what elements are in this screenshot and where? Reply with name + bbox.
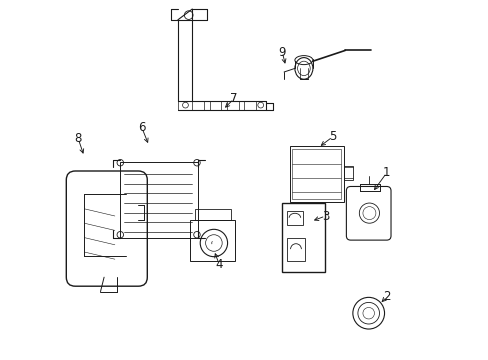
Text: 3: 3 [321,210,328,222]
Text: 6: 6 [138,121,145,134]
Text: 9: 9 [278,46,285,59]
Bar [286,238,305,261]
Bar [292,149,340,199]
Text: 8: 8 [74,132,81,145]
Text: 4: 4 [215,258,223,271]
Bar [120,162,197,238]
Bar [194,209,230,220]
Bar [226,101,238,110]
Text: 1: 1 [382,166,389,179]
Text: 5: 5 [328,130,336,143]
Bar [209,101,221,110]
Bar [178,101,265,110]
Bar [286,211,303,225]
Bar [282,203,325,272]
Text: 2: 2 [382,291,389,303]
Bar [343,166,352,180]
Bar [244,101,256,110]
Bar [192,101,204,110]
Bar [190,220,235,261]
Text: 7: 7 [229,93,237,105]
Bar [289,146,343,202]
